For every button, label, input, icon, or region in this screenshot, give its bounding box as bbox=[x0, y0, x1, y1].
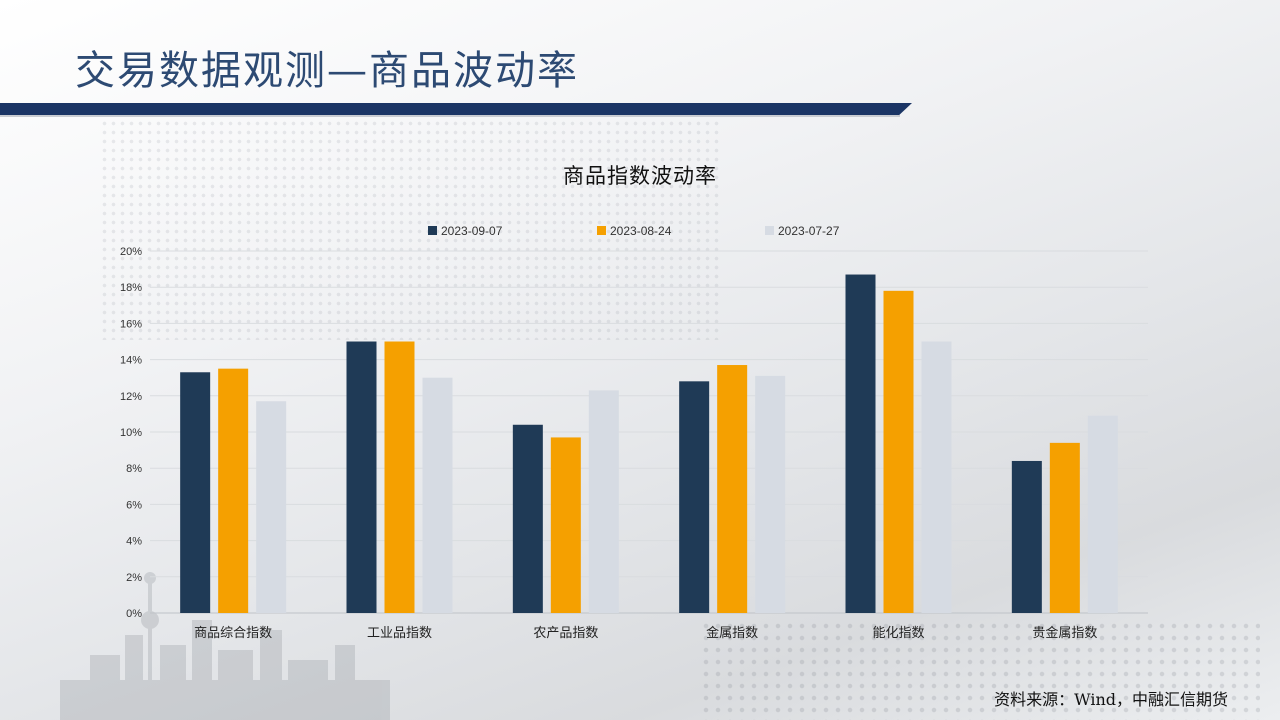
bar bbox=[422, 377, 453, 613]
bar bbox=[1011, 460, 1042, 613]
x-tick-label: 能化指数 bbox=[872, 626, 924, 641]
bar bbox=[512, 424, 543, 613]
chart-title: 商品指数波动率 bbox=[563, 164, 717, 188]
x-tick-label: 金属指数 bbox=[706, 625, 758, 641]
bar bbox=[679, 381, 710, 613]
bar bbox=[180, 372, 211, 613]
bar bbox=[346, 341, 377, 613]
y-tick-label: 6% bbox=[126, 499, 142, 511]
legend-swatch bbox=[597, 226, 606, 235]
y-tick-label: 0% bbox=[126, 608, 142, 620]
bar bbox=[256, 401, 287, 613]
legend-swatch bbox=[428, 226, 437, 235]
y-tick-label: 4% bbox=[126, 536, 142, 548]
bar bbox=[755, 375, 786, 613]
data-source-note: 资料来源：Wind，中融汇信期货 bbox=[994, 690, 1228, 709]
y-tick-label: 16% bbox=[120, 318, 142, 330]
bar bbox=[921, 341, 952, 613]
y-tick-label: 14% bbox=[120, 355, 142, 367]
world-map-dots-decoration bbox=[100, 110, 720, 340]
legend-swatch bbox=[765, 226, 774, 235]
bar bbox=[588, 390, 619, 613]
legend-label: 2023-08-24 bbox=[610, 224, 672, 238]
y-tick-label: 12% bbox=[120, 391, 142, 403]
x-tick-label: 贵金属指数 bbox=[1032, 625, 1097, 641]
legend-label: 2023-07-27 bbox=[778, 224, 840, 238]
y-tick-label: 18% bbox=[120, 282, 142, 294]
y-tick-label: 2% bbox=[126, 572, 142, 584]
bar bbox=[1087, 415, 1118, 613]
x-tick-label: 商品综合指数 bbox=[194, 626, 272, 641]
bar bbox=[218, 368, 249, 613]
bar bbox=[550, 437, 581, 613]
slide-title: 交易数据观测—商品波动率 bbox=[75, 48, 579, 94]
title-underline-bar bbox=[0, 103, 912, 115]
legend-label: 2023-09-07 bbox=[441, 224, 503, 238]
title-underline-thin bbox=[0, 115, 900, 117]
bar bbox=[717, 365, 748, 613]
x-tick-label: 农产品指数 bbox=[533, 626, 598, 641]
y-tick-label: 8% bbox=[126, 463, 142, 475]
city-skyline-decoration bbox=[60, 572, 390, 720]
bar bbox=[845, 274, 876, 613]
dot-pattern-decoration bbox=[700, 620, 1260, 720]
bar bbox=[1049, 442, 1080, 613]
x-tick-label: 工业品指数 bbox=[367, 626, 432, 641]
y-tick-label: 20% bbox=[120, 246, 142, 258]
bar bbox=[384, 341, 415, 613]
y-tick-label: 10% bbox=[120, 427, 142, 439]
bar bbox=[883, 290, 914, 613]
